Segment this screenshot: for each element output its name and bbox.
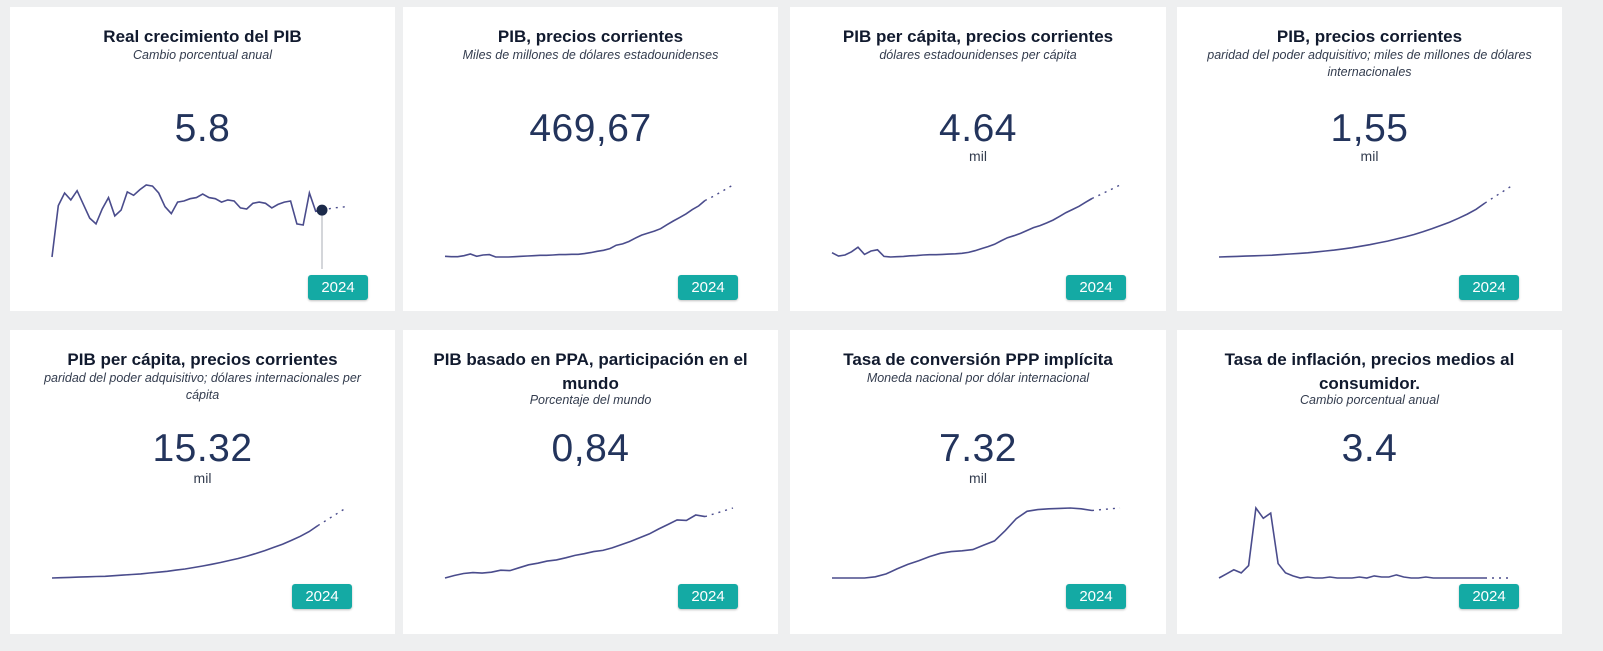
sparkline-series: [832, 507, 1093, 579]
card-value: 469,67: [529, 107, 652, 150]
sparkline-series: [444, 199, 706, 258]
sparkline-projection: [1484, 184, 1514, 204]
card-title: Real crecimiento del PIB: [103, 27, 302, 46]
card-value: 5.8: [174, 107, 231, 150]
card-title: PIB per cápita, precios corrientes: [842, 27, 1114, 46]
card-subtitle: dólares estadounidenses per cápita: [879, 48, 1077, 62]
sparkline-chart: [51, 507, 347, 579]
card-inflation-rate: Tasa de inflación, precios medios al con…: [1177, 330, 1562, 634]
card-value: 0,84: [551, 427, 630, 470]
card-subtitle: Miles de millones de dólares estadounide…: [462, 48, 719, 62]
year-button[interactable]: 2024: [1066, 584, 1126, 609]
card-title: PIB per cápita, precios corrientes: [67, 350, 338, 369]
sparkline-projection: [1091, 507, 1121, 512]
card-gdp-current-prices: PIB, precios corrientes Miles de millone…: [403, 7, 778, 311]
card-gdp-ppp: PIB, precios corrientes paridad del pode…: [1177, 7, 1562, 311]
card-value: 3.4: [1341, 427, 1398, 470]
sparkline-chart: [444, 507, 734, 579]
sparkline-chart: [444, 184, 734, 258]
card-unit: mil: [969, 148, 987, 164]
card-subtitle: Porcentaje del mundo: [529, 393, 652, 407]
card-implied-ppp-conversion-rate: Tasa de conversión PPP implícita Moneda …: [790, 330, 1166, 634]
year-button[interactable]: 2024: [1459, 584, 1519, 609]
year-button[interactable]: 2024: [292, 584, 352, 609]
card-subtitle: paridad del poder adquisitivo; miles de …: [1207, 48, 1532, 79]
card-value: 4.64: [939, 107, 1017, 150]
sparkline-projection: [317, 507, 347, 527]
year-button[interactable]: 2024: [1066, 275, 1126, 300]
card-gdp-per-capita-current: PIB per cápita, precios corrientes dólar…: [790, 7, 1166, 311]
card-subtitle: paridad del poder adquisitivo; dólares i…: [44, 371, 361, 402]
card-title: Tasa de conversión PPP implícita: [843, 350, 1113, 369]
card-title: PIB, precios corrientes: [497, 27, 684, 46]
card-unit: mil: [1360, 148, 1379, 164]
sparkline-chart: [1218, 184, 1514, 258]
card-unit: mil: [193, 470, 212, 486]
card-gdp-ppp-world-share: PIB basado en PPA, participación en el m…: [403, 330, 778, 634]
card-subtitle: Cambio porcentual anual: [1300, 393, 1439, 407]
sparkline-chart: [831, 184, 1121, 258]
sparkline-series: [1218, 505, 1485, 579]
card-title: PIB, precios corrientes: [1276, 27, 1463, 46]
card-subtitle: Cambio porcentual anual: [133, 48, 272, 62]
sparkline-chart: [832, 507, 1121, 579]
sparkline-series: [831, 197, 1093, 258]
sparkline-projection: [1091, 184, 1121, 200]
card-real-gdp-growth: Real crecimiento del PIB Cambio porcentu…: [10, 7, 395, 311]
sparkline-projection: [704, 184, 734, 202]
card-value: 1,55: [1330, 107, 1409, 150]
sparkline-chart: [51, 184, 347, 269]
sparkline-series: [51, 524, 319, 579]
sparkline-series: [1218, 202, 1486, 258]
card-subtitle: Moneda nacional por dólar internacional: [866, 371, 1090, 385]
year-button[interactable]: 2024: [308, 275, 368, 300]
year-button[interactable]: 2024: [1459, 275, 1519, 300]
card-gdp-per-capita-ppp: PIB per cápita, precios corrientes parid…: [10, 330, 395, 634]
current-value-marker: [316, 204, 328, 216]
year-button[interactable]: 2024: [678, 584, 738, 609]
sparkline-projection: [704, 507, 734, 518]
year-button[interactable]: 2024: [678, 275, 738, 300]
card-value: 7.32: [939, 427, 1017, 470]
sparkline-chart: [1218, 505, 1513, 579]
card-title: PIB basado en PPA, participación en el m…: [433, 350, 748, 393]
sparkline-series: [51, 184, 323, 258]
card-unit: mil: [969, 470, 987, 486]
card-value: 15.32: [152, 427, 253, 470]
sparkline-series: [444, 514, 706, 579]
card-title: Tasa de inflación, precios medios al con…: [1224, 350, 1515, 393]
